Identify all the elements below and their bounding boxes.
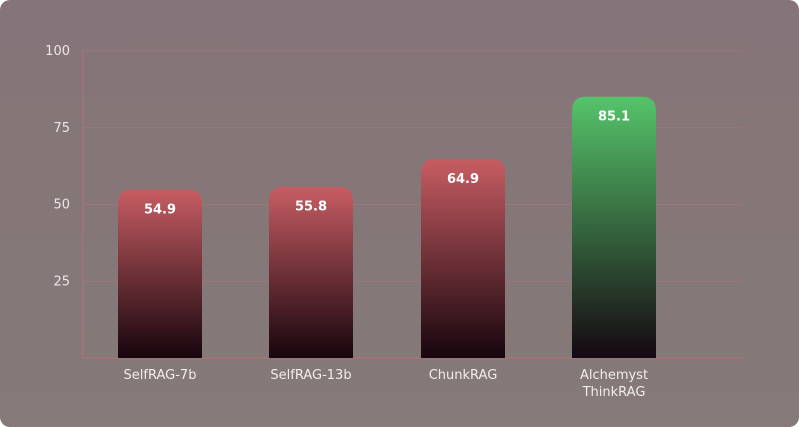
- bar-value-label: 54.9: [144, 202, 176, 217]
- x-category-label: SelfRAG-13b: [270, 368, 351, 383]
- x-category-label: SelfRAG-7b: [124, 368, 197, 383]
- labels: 25 50 75 100 54.9 SelfRAG-7b 55.8 SelfRAG-13b 64…: [45, 44, 648, 400]
- x-category-label: ThinkRAG: [582, 385, 646, 400]
- bar-4: [572, 96, 656, 359]
- y-tick-label: 100: [45, 44, 70, 59]
- x-category-label: Alchemyst: [580, 368, 648, 383]
- bar-3: [421, 158, 505, 358]
- bar-value-label: 55.8: [295, 200, 327, 215]
- bars: [118, 96, 656, 359]
- y-tick-label: 25: [53, 274, 70, 289]
- bar-value-label: 64.9: [447, 172, 479, 187]
- x-category-label: ChunkRAG: [429, 368, 498, 383]
- y-tick-label: 50: [53, 198, 70, 213]
- bar-value-label: 85.1: [598, 110, 630, 125]
- bar-2: [269, 186, 353, 358]
- y-tick-label: 75: [53, 121, 70, 136]
- bar-1: [118, 189, 202, 358]
